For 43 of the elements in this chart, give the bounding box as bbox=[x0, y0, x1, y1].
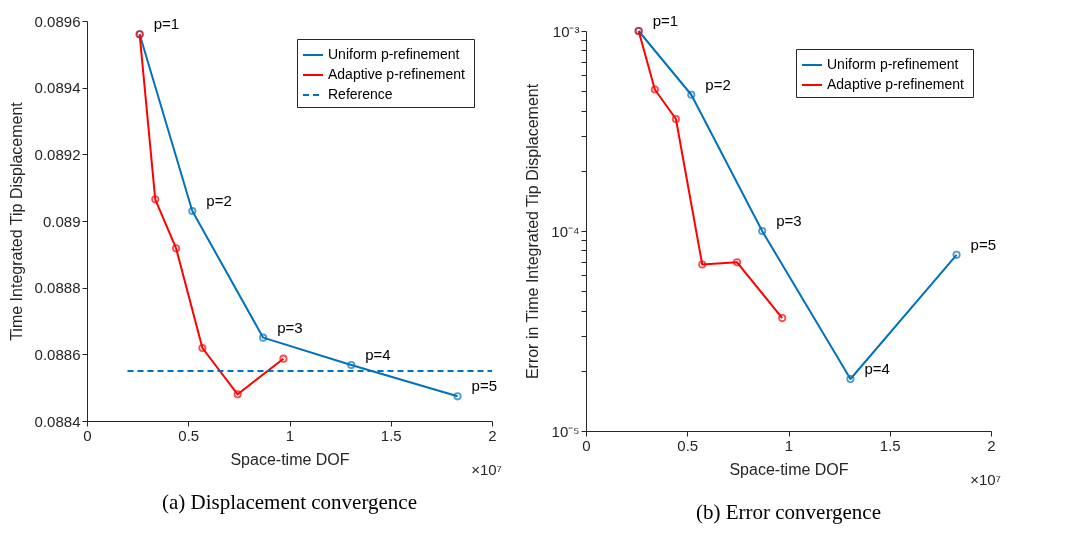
text: ×10⁷ bbox=[970, 471, 1001, 488]
legend-label: Adaptive p-refinement bbox=[827, 76, 965, 92]
text: (a) Displacement convergence bbox=[162, 490, 417, 514]
y-tick-label: 0.0886 bbox=[34, 345, 81, 363]
y-axis-title: Time Integrated Tip Displacement bbox=[7, 101, 25, 341]
legend-label: Uniform p-refinement bbox=[328, 46, 460, 62]
annotation: p=1 bbox=[652, 12, 679, 29]
y-tick-label: 10⁻⁵ bbox=[551, 422, 580, 440]
x-tick-label: 0 bbox=[582, 436, 591, 454]
text: ×10⁷ bbox=[471, 461, 502, 478]
annotation: p=5 bbox=[471, 377, 498, 395]
y-tick-label: 0.0896 bbox=[34, 12, 81, 30]
legend-label: Uniform p-refinement bbox=[827, 56, 959, 72]
y-tick-label: 10⁻⁴ bbox=[551, 222, 580, 240]
x-tick-label: 1.5 bbox=[380, 426, 402, 444]
y-tick-label: 0.089 bbox=[42, 212, 81, 230]
x-tick-label: 0 bbox=[83, 426, 92, 444]
x-tick-label: 1 bbox=[285, 426, 295, 444]
x-tick-label: 0.5 bbox=[178, 426, 200, 444]
annotation: p=3 bbox=[277, 318, 303, 336]
y-tick-label: 0.0888 bbox=[34, 279, 81, 297]
x-tick-label: 1 bbox=[784, 436, 794, 454]
y-tick-label: 0.0892 bbox=[34, 145, 81, 163]
y-axis-title: Error in Time Integrated Tip Displacement bbox=[524, 83, 542, 380]
x-axis-title: Space-time DOF bbox=[729, 460, 849, 478]
x-tick-label: 2 bbox=[488, 426, 497, 444]
x-tick-label: 0.5 bbox=[677, 436, 699, 454]
y-tick-label: 0.0894 bbox=[34, 79, 81, 97]
legend-label: Adaptive p-refinement bbox=[328, 66, 466, 82]
text: (b) Error convergence bbox=[695, 500, 882, 524]
annotation: p=4 bbox=[864, 359, 890, 377]
annotation: p=2 bbox=[705, 75, 731, 93]
legend-label: Reference bbox=[328, 86, 393, 102]
annotation: p=5 bbox=[970, 235, 997, 253]
x-axis-title: Space-time DOF bbox=[230, 450, 350, 468]
annotation: p=3 bbox=[776, 212, 802, 229]
annotation: p=2 bbox=[206, 192, 232, 209]
y-tick-label: 10⁻³ bbox=[552, 22, 580, 40]
y-tick-label: 0.0884 bbox=[34, 412, 81, 430]
x-tick-label: 2 bbox=[987, 436, 996, 454]
annotation: p=1 bbox=[153, 15, 180, 33]
x-tick-label: 1.5 bbox=[879, 436, 901, 454]
annotation: p=4 bbox=[365, 346, 391, 363]
